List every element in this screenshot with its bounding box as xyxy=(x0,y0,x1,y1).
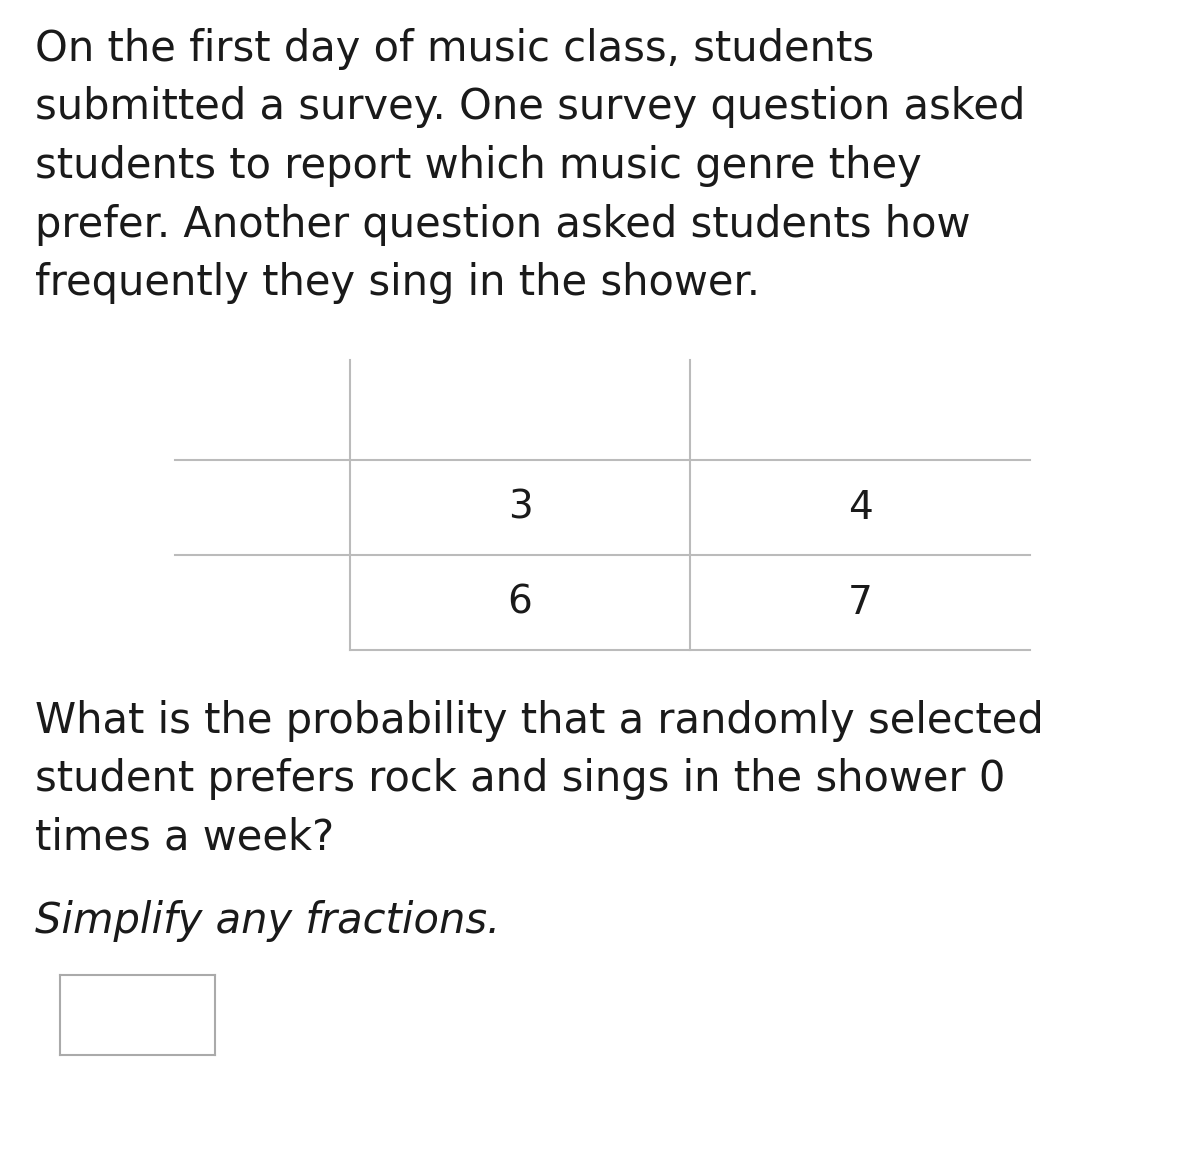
Text: Rock: Rock xyxy=(190,587,276,618)
Text: What is the probability that a randomly selected
student prefers rock and sings : What is the probability that a randomly … xyxy=(35,700,1044,859)
Text: 0 times a week: 0 times a week xyxy=(384,394,655,425)
Text: 7: 7 xyxy=(847,584,872,622)
Text: 4: 4 xyxy=(847,488,872,526)
Text: 1-2 times a week: 1-2 times a week xyxy=(707,394,1014,425)
Text: Simplify any fractions.: Simplify any fractions. xyxy=(35,900,500,942)
Text: On the first day of music class, students
submitted a survey. One survey questio: On the first day of music class, student… xyxy=(35,28,1025,304)
Text: 3: 3 xyxy=(508,488,533,526)
Text: Country: Country xyxy=(190,492,332,523)
Text: 6: 6 xyxy=(508,584,533,622)
